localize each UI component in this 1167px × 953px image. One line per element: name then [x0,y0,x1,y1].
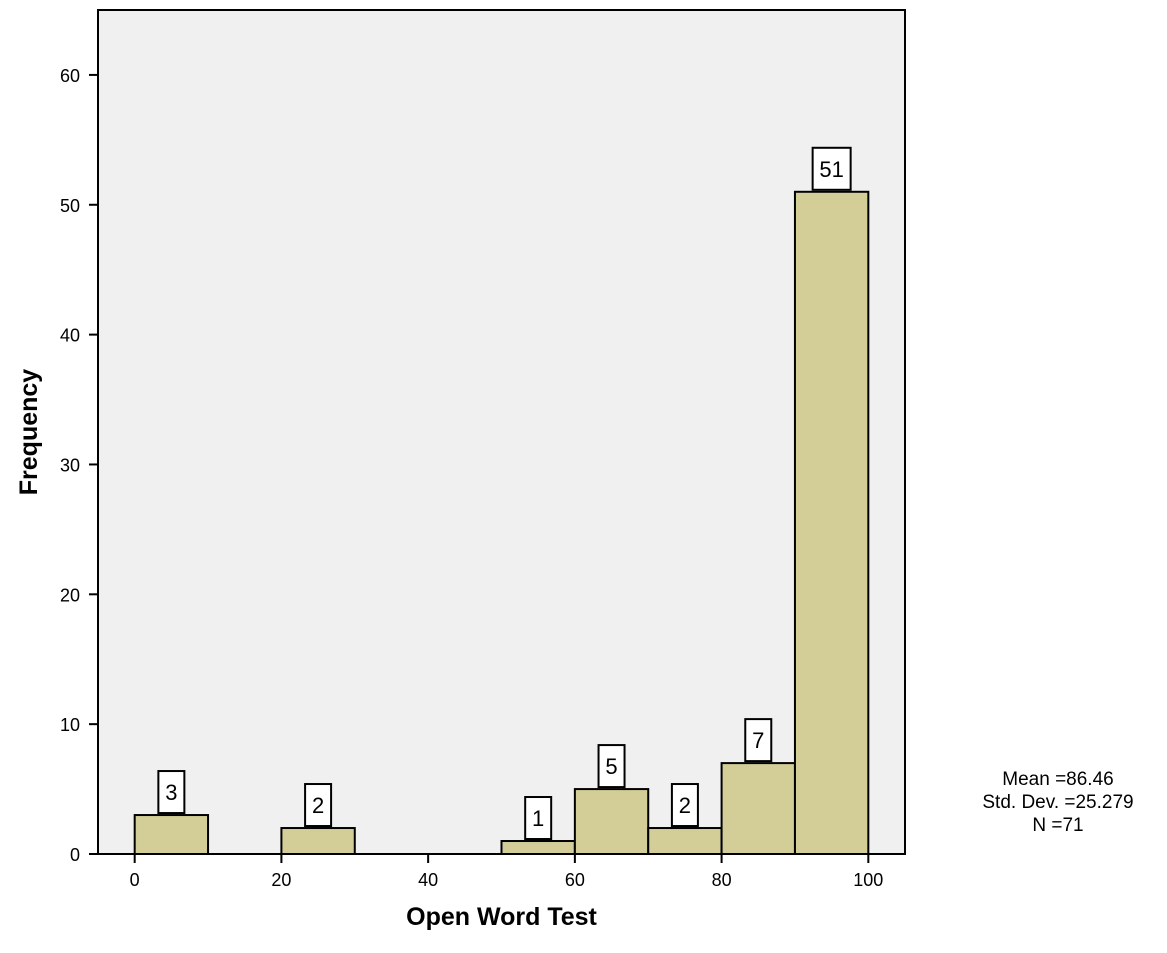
plot-area [97,9,906,855]
y-axis-title: Frequency [15,369,43,496]
statistics-box: Mean =86.46 Std. Dev. =25.279 N =71 [982,769,1133,836]
bar-value-label-box [524,796,553,841]
bar-value-label: 2 [304,783,333,828]
histogram-bar [573,788,650,855]
x-tick-label: 0 [130,870,140,890]
bar-value-label-text: 2 [679,793,691,818]
bar-value-label-box [670,783,699,828]
bars-group [133,190,870,856]
bar-value-label-text: 2 [312,793,324,818]
bar-value-label: 5 [597,744,626,789]
x-axis: 0 20 40 60 80 100 [130,854,883,890]
x-tick-label: 20 [271,870,291,890]
x-tick-label: 60 [565,870,585,890]
bar-value-label: 2 [670,783,699,828]
x-tick-label: 80 [712,870,732,890]
y-tick-label: 0 [70,845,80,865]
x-tick-label: 100 [853,870,883,890]
y-axis: 0 10 20 30 40 50 60 [60,66,98,865]
bar-value-label-box [744,718,773,763]
histogram-bar [647,827,723,855]
histogram-bar [793,190,870,856]
bar-value-label-box [304,783,333,828]
bar-value-label: 3 [157,770,186,815]
histogram-bar [280,827,356,855]
bar-value-label-text: 51 [819,157,843,182]
stats-mean: Mean =86.46 [1002,769,1113,790]
bar-value-label-text: 7 [752,728,764,753]
y-tick-label: 20 [60,585,80,605]
bar-value-label-text: 3 [165,780,177,805]
histogram-bar [500,840,576,855]
stats-n: N =71 [1032,815,1083,836]
y-tick-label: 10 [60,715,80,735]
bar-value-label-box [157,770,186,815]
y-tick-label: 60 [60,66,80,86]
bar-value-label: 7 [744,718,773,763]
histogram-bar [720,762,796,855]
bar-value-label-box [811,146,852,191]
stats-std-dev: Std. Dev. =25.279 [982,792,1133,813]
y-tick-label: 30 [60,455,80,475]
bar-value-label-box [597,744,626,789]
data-labels-group: 3 2 1 5 2 7 51 [157,146,852,841]
y-tick-label: 50 [60,196,80,216]
bar-value-label: 51 [811,146,852,191]
bar-value-label: 1 [524,796,553,841]
x-tick-label: 40 [418,870,438,890]
bar-value-label-text: 1 [532,806,544,831]
histogram-bar [133,814,210,855]
y-tick-label: 40 [60,326,80,346]
bar-value-label-text: 5 [605,754,617,779]
x-axis-title: Open Word Test [406,903,597,931]
